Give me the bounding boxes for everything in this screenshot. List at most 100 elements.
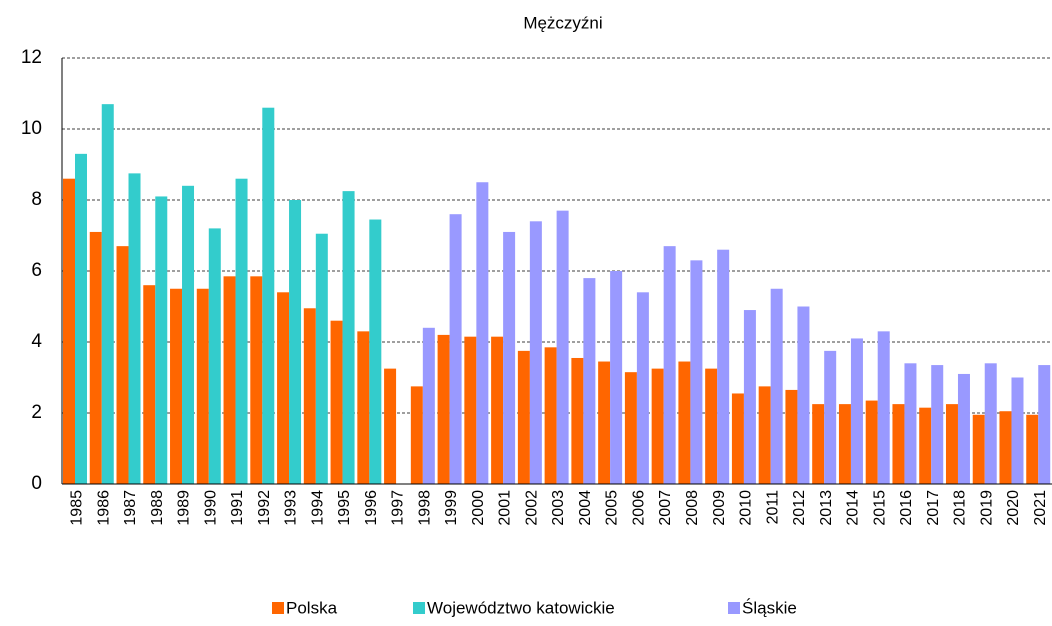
x-tick-label: 2012 bbox=[791, 490, 808, 526]
bar bbox=[89, 231, 102, 484]
bar bbox=[636, 292, 649, 484]
bar bbox=[624, 372, 637, 484]
bar bbox=[556, 210, 569, 484]
x-tick-label: 2007 bbox=[657, 490, 674, 526]
y-tick-label: 2 bbox=[31, 402, 42, 423]
bar bbox=[330, 320, 343, 484]
bar bbox=[517, 350, 530, 484]
bar bbox=[598, 361, 611, 484]
legend-swatch bbox=[272, 602, 284, 614]
bar bbox=[984, 363, 997, 484]
x-tick-label: 1990 bbox=[202, 490, 219, 526]
bar bbox=[1038, 365, 1051, 484]
bar bbox=[838, 404, 851, 484]
bar bbox=[919, 407, 932, 484]
bar bbox=[1011, 377, 1024, 484]
x-tick-label: 2005 bbox=[604, 490, 621, 526]
x-tick-label: 2021 bbox=[1032, 490, 1049, 526]
bar bbox=[422, 327, 435, 484]
bar bbox=[63, 178, 75, 484]
bar bbox=[877, 331, 890, 484]
x-tick-label: 2006 bbox=[630, 490, 647, 526]
bar bbox=[262, 107, 275, 484]
x-tick-label: 2001 bbox=[497, 490, 514, 526]
legend-swatch bbox=[728, 602, 740, 614]
bar bbox=[437, 334, 450, 484]
bar bbox=[957, 373, 970, 484]
bar bbox=[223, 276, 236, 484]
x-tick-label: 1995 bbox=[336, 490, 353, 526]
x-tick-label: 2019 bbox=[978, 490, 995, 526]
x-tick-label: 1987 bbox=[122, 490, 139, 526]
x-tick-label: 2008 bbox=[684, 490, 701, 526]
x-tick-label: 2018 bbox=[952, 490, 969, 526]
x-tick-label: 1991 bbox=[229, 490, 246, 526]
x-tick-label: 2010 bbox=[738, 490, 755, 526]
y-tick-label: 12 bbox=[21, 47, 42, 68]
bar bbox=[1026, 414, 1039, 484]
bar bbox=[758, 386, 771, 484]
bar bbox=[182, 185, 195, 485]
x-tick-label: 2020 bbox=[1005, 490, 1022, 526]
bar bbox=[235, 178, 248, 484]
x-tick-label: 1993 bbox=[283, 490, 300, 526]
x-tick-label: 2016 bbox=[898, 490, 915, 526]
bar bbox=[116, 246, 129, 484]
y-tick-label: 4 bbox=[31, 331, 42, 352]
y-tick-label: 8 bbox=[31, 189, 42, 210]
bar bbox=[503, 231, 516, 484]
x-tick-label: 2002 bbox=[523, 490, 540, 526]
bar bbox=[904, 363, 917, 484]
bar bbox=[797, 306, 810, 484]
bar bbox=[999, 411, 1012, 484]
bar bbox=[583, 278, 596, 484]
x-tick-label: 2004 bbox=[577, 490, 594, 526]
legend-label: Śląskie bbox=[742, 598, 797, 617]
y-tick-label: 6 bbox=[31, 260, 42, 281]
bar bbox=[476, 182, 489, 484]
bar bbox=[101, 104, 114, 485]
legend-label: Polska bbox=[286, 598, 338, 617]
bar bbox=[289, 200, 302, 484]
x-tick-label: 2000 bbox=[470, 490, 487, 526]
bar bbox=[155, 196, 168, 484]
bar bbox=[143, 285, 156, 484]
bar bbox=[812, 404, 825, 484]
bar bbox=[865, 400, 878, 484]
x-tick-label: 2014 bbox=[845, 490, 862, 526]
x-tick-label: 2015 bbox=[871, 490, 888, 526]
bar bbox=[196, 288, 209, 484]
bar bbox=[972, 414, 985, 484]
bar bbox=[770, 288, 783, 484]
x-tick-label: 1996 bbox=[363, 490, 380, 526]
bar bbox=[717, 249, 730, 484]
bar bbox=[357, 331, 370, 484]
x-tick-label: 2011 bbox=[764, 490, 781, 525]
x-tick-label: 1997 bbox=[390, 490, 407, 526]
bar bbox=[731, 393, 744, 484]
bar bbox=[491, 336, 504, 484]
bar bbox=[410, 386, 423, 484]
y-tick-label: 10 bbox=[21, 118, 42, 139]
bar bbox=[743, 310, 756, 484]
x-tick-label: 2017 bbox=[925, 490, 942, 526]
bar bbox=[384, 368, 397, 484]
bar bbox=[250, 276, 263, 484]
x-tick-label: 1998 bbox=[416, 490, 433, 526]
bar bbox=[678, 361, 691, 484]
bar bbox=[945, 404, 958, 484]
x-tick-label: 1999 bbox=[443, 490, 460, 526]
bar bbox=[571, 357, 584, 484]
bar bbox=[544, 347, 557, 484]
bar bbox=[369, 219, 382, 484]
x-tick-label: 1988 bbox=[149, 490, 166, 526]
x-tick-label: 2013 bbox=[818, 490, 835, 526]
x-tick-label: 1986 bbox=[95, 490, 112, 526]
bar bbox=[651, 368, 664, 484]
bar bbox=[931, 365, 944, 484]
legend-label: Województwo katowickie bbox=[427, 598, 615, 617]
x-tick-label: 1994 bbox=[309, 490, 326, 526]
bar bbox=[208, 228, 221, 484]
legend-swatch bbox=[413, 602, 425, 614]
